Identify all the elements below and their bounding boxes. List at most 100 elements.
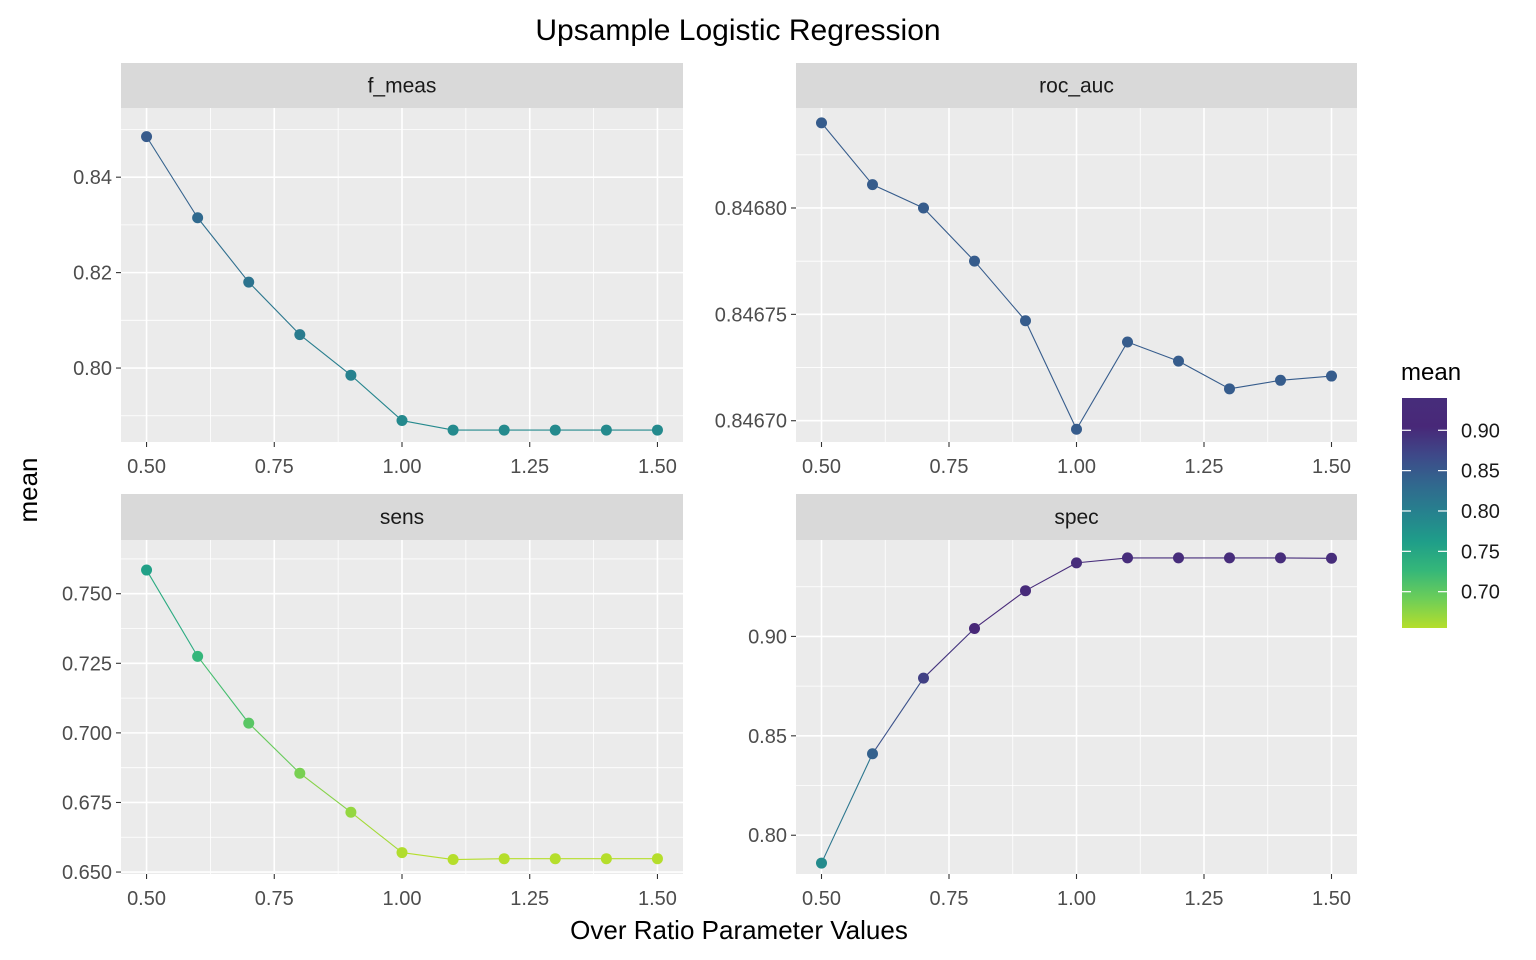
series-line-segment <box>1127 341 1179 362</box>
data-point <box>969 255 980 267</box>
legend-colorbar <box>1402 398 1447 628</box>
x-tick-label: 1.50 <box>638 888 677 910</box>
series-line-segment <box>974 590 1026 629</box>
data-point <box>600 853 612 865</box>
x-tick-label: 1.25 <box>510 456 549 478</box>
y-tick-label: 0.84670 <box>715 411 787 433</box>
data-point <box>918 202 929 214</box>
series-line-segment <box>872 677 924 755</box>
x-tick-label: 1.00 <box>1057 888 1096 910</box>
series-line-segment <box>146 136 199 219</box>
series-line-segment <box>350 374 403 421</box>
y-tick-label: 0.82 <box>73 263 112 285</box>
series-line-segment <box>1280 375 1332 381</box>
y-tick-label: 0.700 <box>62 723 112 745</box>
data-point <box>1326 552 1337 564</box>
series-line-segment <box>872 184 924 209</box>
y-tick-label: 0.675 <box>62 792 112 814</box>
data-point <box>867 179 878 191</box>
data-point <box>1122 552 1133 564</box>
series-line-segment <box>401 852 454 861</box>
series-line-segment <box>1025 562 1077 592</box>
data-point <box>1275 374 1286 386</box>
series-line-segment <box>1025 320 1077 430</box>
data-point <box>1122 336 1133 348</box>
facet-strip <box>121 494 683 540</box>
x-tick-label: 0.50 <box>802 888 841 910</box>
data-point <box>345 369 357 381</box>
x-tick-label: 1.25 <box>1185 456 1224 478</box>
legend-tick-label: 0.80 <box>1461 501 1500 523</box>
x-tick-label: 1.50 <box>638 456 677 478</box>
x-tick-label: 0.50 <box>127 456 166 478</box>
data-point <box>867 748 878 760</box>
data-point <box>549 853 561 865</box>
data-point <box>498 853 510 865</box>
series-line-segment <box>350 811 403 853</box>
series-line-segment <box>197 217 250 283</box>
x-tick-label: 1.25 <box>510 888 549 910</box>
y-tick-label: 0.80 <box>73 358 112 380</box>
panel-sens: 0.50 0.75 1.00 1.25 1.50 0.650 0.675 0.700 0.725… <box>62 494 683 910</box>
facet-strip-label: f_meas <box>368 75 437 98</box>
x-tick-label: 1.50 <box>1312 456 1351 478</box>
series-line-segment <box>1229 379 1281 390</box>
x-tick-label: 1.50 <box>1312 888 1351 910</box>
series-line-segment <box>299 334 352 376</box>
data-point <box>600 424 612 436</box>
series-line-segment <box>248 281 301 336</box>
facet-strip-label: roc_auc <box>1039 75 1114 98</box>
data-point <box>969 622 980 634</box>
panel-roc-auc: 0.50 0.75 1.00 1.25 1.50 0.84670 0.84675 0.8468… <box>715 63 1357 478</box>
data-point <box>1326 370 1337 382</box>
x-tick-label: 1.25 <box>1185 888 1224 910</box>
series-line-segment <box>974 260 1026 322</box>
series-line-segment <box>821 122 873 185</box>
data-point <box>447 424 459 436</box>
data-point <box>498 424 510 436</box>
y-tick-label: 0.650 <box>62 862 112 884</box>
y-tick-label: 0.84675 <box>715 304 787 326</box>
y-tick-label: 0.85 <box>748 726 787 748</box>
y-tick-label: 0.725 <box>62 653 112 675</box>
data-point <box>549 424 561 436</box>
data-point <box>294 329 306 341</box>
x-tick-label: 0.75 <box>930 456 969 478</box>
legend: mean 0.70 0.75 0.80 0.85 0.90 <box>1401 359 1500 628</box>
data-point <box>141 131 153 143</box>
data-point <box>447 854 459 866</box>
data-point <box>816 857 827 869</box>
legend-title: mean <box>1401 359 1461 386</box>
y-tick-label: 0.750 <box>62 584 112 606</box>
y-tick-label: 0.84680 <box>715 198 787 220</box>
y-tick-label: 0.90 <box>748 626 787 648</box>
facet-strip <box>121 63 683 108</box>
y-tick-label: 0.80 <box>748 825 787 847</box>
data-point <box>1020 315 1031 327</box>
series-line-segment <box>248 722 301 774</box>
data-point <box>918 672 929 684</box>
facet-strip-label: sens <box>380 506 424 529</box>
data-point <box>651 853 663 865</box>
series-line-segment <box>146 569 199 657</box>
data-point <box>1224 552 1235 564</box>
series-line-segment <box>821 753 873 864</box>
x-tick-label: 1.00 <box>1057 456 1096 478</box>
series-line-segment <box>1076 341 1128 430</box>
x-axis-title: Over Ratio Parameter Values <box>570 915 908 945</box>
data-point <box>192 212 204 224</box>
data-point <box>345 806 357 818</box>
legend-tick-label: 0.90 <box>1461 420 1500 442</box>
data-point <box>396 415 408 427</box>
data-point <box>651 424 663 436</box>
data-point <box>1020 585 1031 597</box>
legend-tick-label: 0.75 <box>1461 541 1500 563</box>
data-point <box>1173 552 1184 564</box>
data-point <box>192 650 204 662</box>
chart-title: Upsample Logistic Regression <box>535 14 940 47</box>
panel-f-meas: 0.50 0.75 1.00 1.25 1.50 0.80 0.82 0.84 f_meas <box>73 63 683 478</box>
x-tick-label: 0.75 <box>255 456 294 478</box>
data-point <box>1071 423 1082 435</box>
x-tick-label: 0.50 <box>802 456 841 478</box>
